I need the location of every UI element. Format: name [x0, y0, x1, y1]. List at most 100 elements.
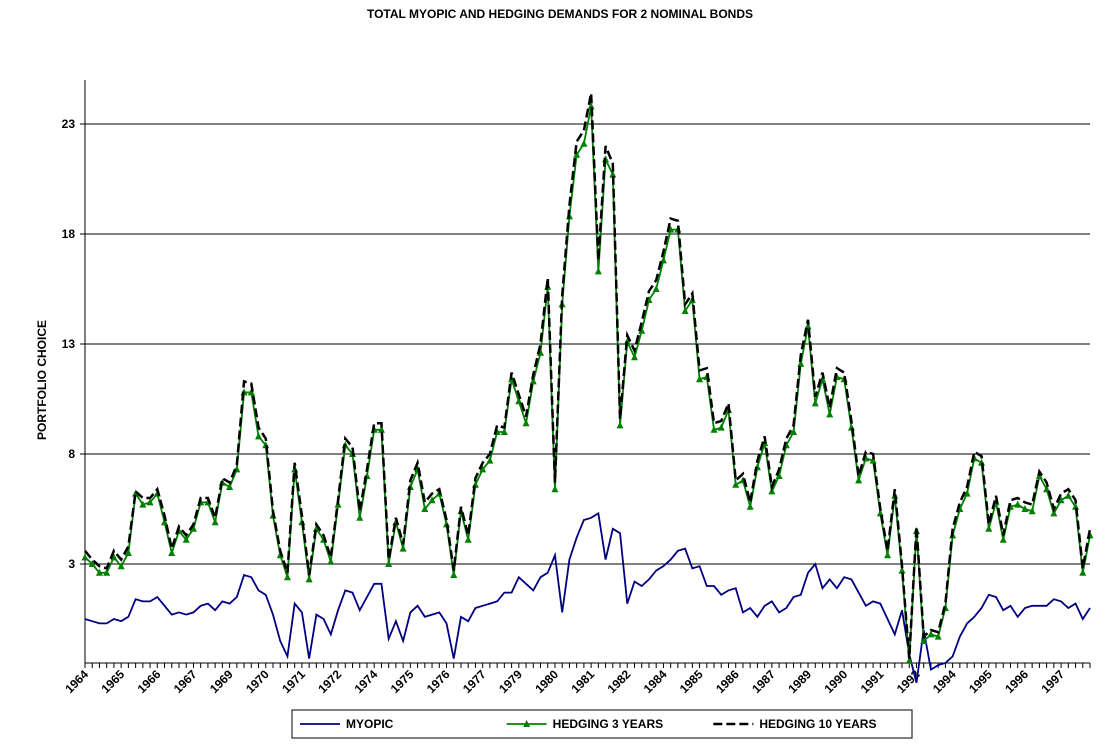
point-marker: [746, 502, 754, 510]
x-tick-label: 1990: [822, 667, 851, 696]
point-marker: [876, 509, 884, 517]
y-tick-label: 3: [68, 557, 75, 571]
point-marker: [464, 535, 472, 543]
point-marker: [790, 428, 798, 435]
x-tick-label: 1971: [279, 667, 308, 696]
point-marker: [377, 425, 385, 433]
point-marker: [826, 410, 834, 418]
point-marker: [95, 568, 103, 576]
point-marker: [1050, 509, 1058, 517]
point-marker: [963, 489, 971, 497]
point-marker: [146, 498, 154, 506]
x-tick-label: 1967: [171, 667, 200, 696]
point-marker: [732, 480, 740, 488]
point-marker: [594, 267, 602, 275]
x-tick-label: 1965: [98, 667, 127, 696]
legend-marker: [523, 720, 531, 727]
point-marker: [811, 399, 819, 407]
y-tick-label: 13: [62, 337, 76, 351]
point-marker: [356, 513, 364, 521]
point-marker: [985, 524, 993, 532]
x-tick-label: 1972: [315, 667, 344, 696]
series-line: [84, 92, 1092, 659]
x-tick-label: 1980: [532, 667, 561, 696]
x-tick-label: 1970: [243, 667, 272, 696]
x-tick-label: 1969: [207, 667, 236, 696]
point-marker: [81, 553, 89, 561]
point-marker: [211, 518, 219, 526]
point-marker: [1021, 505, 1029, 512]
series-line: [84, 511, 1091, 684]
x-tick-label: 1974: [352, 667, 381, 696]
point-marker: [630, 353, 638, 361]
point-marker: [652, 285, 660, 292]
point-marker: [486, 456, 494, 464]
point-marker: [768, 487, 776, 495]
point-marker: [905, 656, 913, 664]
point-marker: [551, 485, 559, 493]
x-tick-label: 1984: [641, 667, 670, 696]
point-marker: [161, 518, 169, 526]
point-marker: [327, 557, 335, 565]
x-tick-label: 1979: [496, 667, 525, 696]
point-marker: [616, 421, 624, 429]
x-tick-label: 1991: [858, 667, 887, 696]
x-tick-label: 1994: [930, 667, 959, 696]
y-tick-label: 23: [62, 117, 76, 131]
point-marker: [247, 388, 255, 396]
point-marker: [884, 551, 892, 559]
point-marker: [681, 307, 689, 314]
point-marker: [855, 476, 863, 484]
point-marker: [450, 571, 458, 578]
legend-label: HEDGING 3 YEARS: [553, 717, 663, 731]
point-marker: [1064, 491, 1072, 499]
point-marker: [1014, 500, 1022, 508]
point-marker: [305, 575, 313, 583]
point-marker: [804, 322, 812, 330]
x-tick-label: 1985: [677, 667, 706, 696]
y-axis-label: PORTFOLIO CHOICE: [35, 320, 49, 440]
point-marker: [898, 566, 906, 574]
point-marker: [226, 483, 234, 490]
series-line: [84, 106, 1091, 661]
point-marker: [1057, 496, 1065, 504]
x-tick-label: 1997: [1038, 667, 1067, 696]
point-marker: [428, 496, 436, 504]
point-marker: [1079, 568, 1087, 576]
x-tick-label: 1982: [605, 667, 634, 696]
point-marker: [110, 553, 118, 561]
point-marker: [775, 472, 783, 479]
x-tick-label: 1996: [1002, 667, 1031, 696]
point-marker: [869, 456, 877, 464]
point-marker: [103, 568, 111, 576]
point-marker: [182, 535, 190, 543]
point-marker: [168, 549, 176, 556]
x-tick-label: 1987: [749, 667, 778, 696]
chart-title: TOTAL MYOPIC AND HEDGING DEMANDS FOR 2 N…: [367, 7, 753, 21]
x-tick-label: 1964: [62, 667, 91, 696]
point-marker: [139, 500, 147, 508]
point-marker: [385, 560, 393, 567]
x-tick-label: 1975: [388, 667, 417, 696]
point-marker: [920, 637, 928, 644]
x-tick-label: 1981: [568, 667, 597, 696]
point-marker: [717, 423, 725, 431]
x-tick-label: 1989: [785, 667, 814, 696]
legend-label: MYOPIC: [346, 717, 394, 731]
point-marker: [189, 524, 197, 532]
point-marker: [132, 489, 140, 497]
x-tick-label: 1976: [424, 667, 453, 696]
point-marker: [1028, 507, 1036, 515]
point-marker: [255, 432, 263, 440]
point-marker: [124, 549, 132, 556]
point-marker: [500, 428, 508, 435]
point-marker: [927, 630, 935, 638]
x-tick-label: 1966: [135, 667, 164, 696]
point-marker: [696, 375, 704, 383]
y-tick-label: 8: [68, 447, 75, 461]
x-tick-label: 1977: [460, 667, 489, 696]
point-marker: [515, 397, 523, 405]
x-tick-label: 1986: [713, 667, 742, 696]
point-marker: [609, 170, 617, 178]
